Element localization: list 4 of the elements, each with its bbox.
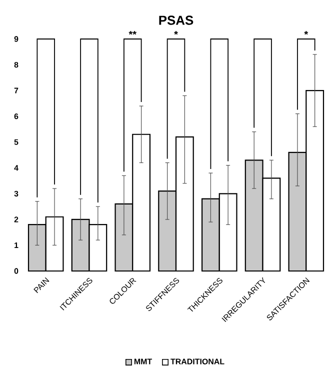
- chart-title: PSAS: [159, 16, 194, 25]
- text: *: [304, 30, 308, 35]
- text: *: [174, 30, 178, 35]
- text: **: [128, 30, 136, 35]
